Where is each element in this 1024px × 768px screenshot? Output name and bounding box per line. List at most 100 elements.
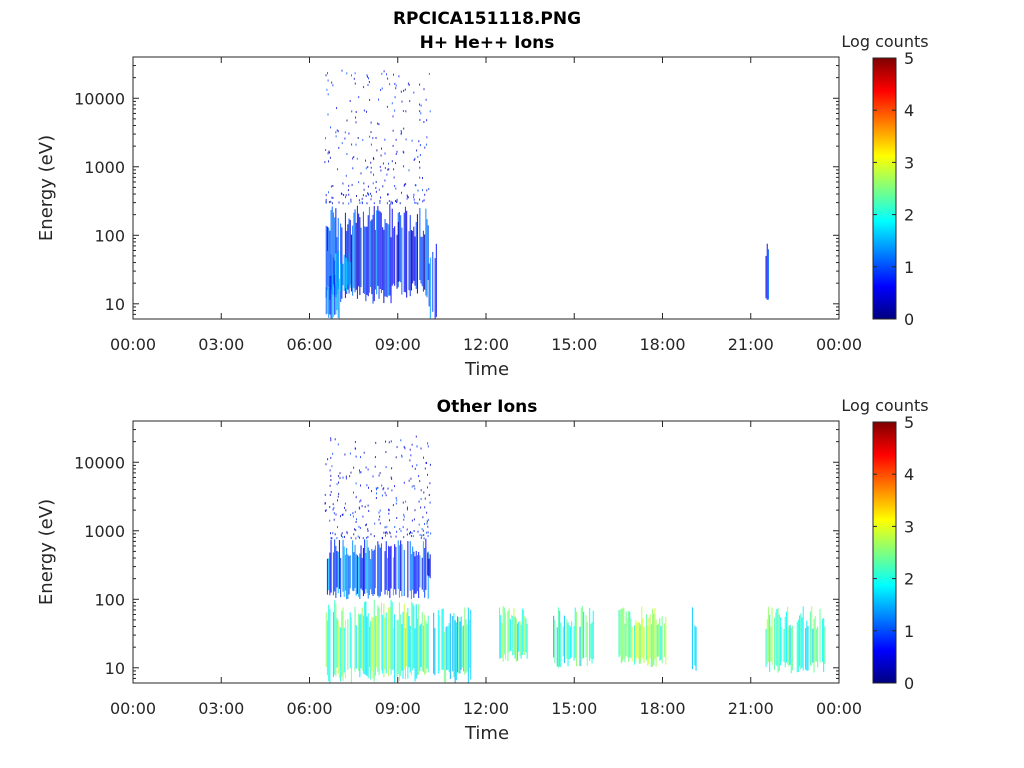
spectrogram-cell xyxy=(775,612,777,665)
scatter-point xyxy=(381,147,382,150)
spectrogram-cell xyxy=(418,604,420,675)
scatter-point xyxy=(349,475,351,478)
scatter-point xyxy=(379,522,381,525)
scatter-point xyxy=(419,533,421,536)
scatter-point xyxy=(396,200,398,203)
spectrogram-cell xyxy=(806,620,808,671)
spectrogram-cell xyxy=(791,625,793,671)
spectrogram-cell xyxy=(332,257,334,285)
spectrogram-cell xyxy=(390,599,392,675)
scatter-point xyxy=(400,131,402,134)
scatter-point xyxy=(426,511,428,514)
spectrogram-cell xyxy=(437,610,439,674)
spectrogram-cell xyxy=(432,251,434,312)
x-tick-label: 18:00 xyxy=(639,699,685,718)
scatter-point xyxy=(401,191,402,194)
spectrogram-cell xyxy=(328,558,330,591)
scatter-point xyxy=(420,112,422,115)
spectrogram-cell xyxy=(336,618,338,668)
scatter-point xyxy=(354,72,356,75)
scatter-point xyxy=(418,140,420,143)
scatter-point xyxy=(350,200,352,203)
scatter-point xyxy=(387,77,389,80)
x-tick-label: 06:00 xyxy=(286,699,332,718)
spectrogram-cell xyxy=(360,613,362,669)
scatter-point xyxy=(346,119,348,122)
spectrogram-cell xyxy=(801,617,803,668)
scatter-point xyxy=(381,72,383,75)
scatter-point xyxy=(381,536,383,539)
spectrogram-cell xyxy=(773,617,775,670)
scatter-point xyxy=(392,202,393,205)
scatter-point xyxy=(335,131,337,134)
scatter-point xyxy=(328,201,330,204)
scatter-point xyxy=(422,200,424,203)
spectrogram-cell xyxy=(356,555,358,594)
spectrogram-cell xyxy=(396,620,398,677)
scatter-point xyxy=(409,532,410,535)
scatter-point xyxy=(379,509,381,512)
spectrogram-cell xyxy=(805,628,807,670)
x-tick-label: 15:00 xyxy=(551,699,597,718)
spectrogram-cell xyxy=(343,254,345,291)
scatter-point xyxy=(366,523,367,526)
scatter-point xyxy=(360,456,361,459)
spectrogram-cell xyxy=(412,603,414,671)
scatter-point xyxy=(379,200,381,202)
colorbar-tick-label: 3 xyxy=(904,153,914,172)
spectrogram-cell xyxy=(560,622,562,668)
spectrogram-cell xyxy=(811,606,813,666)
spectrogram-cell xyxy=(426,623,428,669)
spectrogram-cell xyxy=(573,626,575,661)
spectrogram-cell xyxy=(334,217,336,296)
scatter-point xyxy=(337,526,338,529)
scatter-point xyxy=(404,88,406,91)
spectrogram-cell xyxy=(426,219,428,298)
spectrogram-cell xyxy=(650,624,652,668)
scatter-point xyxy=(339,472,341,475)
spectrogram-cell xyxy=(466,624,468,672)
spectrogram-cell xyxy=(562,626,564,656)
x-tick-label: 12:00 xyxy=(463,699,509,718)
spectrogram-cell xyxy=(581,606,583,659)
figure-title: RPCICA151118.PNG xyxy=(393,9,581,29)
scatter-point xyxy=(394,526,396,528)
scatter-point xyxy=(386,202,388,205)
spectrogram-cell xyxy=(620,608,622,664)
spectrogram-scatter xyxy=(324,69,431,205)
spectrogram-cell xyxy=(514,616,516,659)
spectrogram-cell xyxy=(453,613,455,677)
scatter-point xyxy=(427,486,428,489)
scatter-point xyxy=(366,74,368,77)
spectrogram-cell xyxy=(338,540,340,589)
spectrogram-cell xyxy=(342,607,344,681)
x-tick-label: 03:00 xyxy=(198,335,244,354)
spectrogram-cell xyxy=(365,553,367,590)
spectrogram-cell xyxy=(567,622,569,667)
scatter-point xyxy=(424,506,426,509)
scatter-point xyxy=(379,202,381,204)
spectrogram-cell xyxy=(355,554,357,596)
scatter-point xyxy=(381,87,383,90)
scatter-point xyxy=(414,157,416,160)
spectrogram-cell xyxy=(338,626,340,679)
spectrogram-cell xyxy=(429,257,431,319)
scatter-point xyxy=(368,510,370,512)
scatter-point xyxy=(327,72,328,75)
scatter-point xyxy=(359,527,361,529)
spectrogram-region xyxy=(765,606,826,674)
scatter-point xyxy=(426,522,428,525)
spectrogram-cell xyxy=(403,603,405,670)
scatter-point xyxy=(379,472,381,475)
scatter-point xyxy=(370,121,372,124)
spectrogram-cell xyxy=(823,618,825,673)
x-tick-label: 21:00 xyxy=(728,699,774,718)
scatter-point xyxy=(373,202,375,205)
scatter-point xyxy=(372,157,374,160)
scatter-point xyxy=(354,528,355,531)
panel-1-y-ticks: 10 100 1000 10000 xyxy=(74,56,839,320)
scatter-point xyxy=(398,75,400,78)
spectrogram-cell xyxy=(419,208,421,280)
scatter-point xyxy=(416,149,418,152)
scatter-point xyxy=(359,536,360,539)
